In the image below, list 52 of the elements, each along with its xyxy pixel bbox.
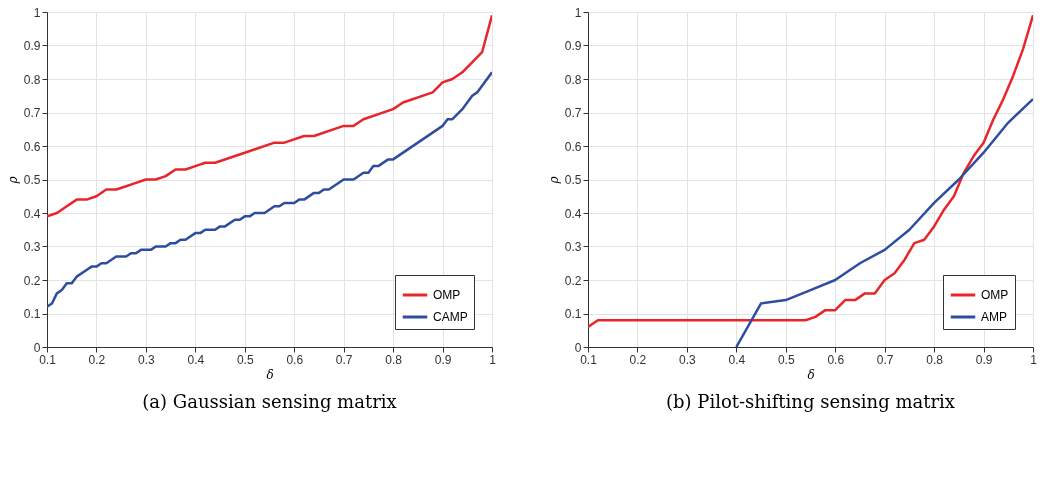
y-tick-label: 1 [33,5,41,20]
x-tick-label: 0.4 [187,352,205,367]
y-tick-label: 0.3 [23,240,41,254]
x-tick-label: 0.9 [975,352,993,367]
y-tick-label: 0.7 [23,106,41,120]
x-tick-label: 0.6 [286,352,304,367]
x-tick-label: 0.3 [679,352,697,367]
y-tick-label: 0.5 [564,173,582,187]
legend-label: OMP [981,288,1009,302]
x-tick-label: 0.8 [385,352,403,367]
text: (a) Gaussian sensing matrix [142,391,397,412]
y-tick-label: 0.2 [23,273,41,288]
x-tick-label: 1 [1030,352,1038,367]
x-tick-label: 0.7 [335,352,353,367]
y-tick-label: 0.1 [564,307,582,321]
y-tick-label: 0 [574,340,582,355]
line-series [47,71,492,309]
x-axis-title: δ [266,367,274,382]
x-tick-label: 0.4 [728,352,746,367]
y-tick-label: 0 [33,340,41,355]
text: (b) Pilot-shifting sensing matrix [665,391,956,412]
x-tick-label: 1 [489,352,497,367]
legend-label: AMP [981,310,1008,324]
y-axis-title: ρ [5,176,20,185]
y-tick-label: 1 [574,5,582,20]
x-tick-label: 0.6 [827,352,845,367]
y-tick-label: 0.8 [564,72,582,87]
y-tick-label: 0.1 [23,307,41,321]
x-tick-label: 0.9 [434,352,452,367]
y-axis-title: ρ [546,176,561,185]
x-tick-label: 0.3 [138,352,156,367]
x-tick-label: 0.2 [88,352,106,367]
legend-label: CAMP [433,310,468,324]
y-tick-label: 0.2 [564,273,582,288]
y-tick-label: 0.6 [564,139,582,154]
y-tick-label: 0.3 [564,240,582,254]
line-series [735,97,1033,347]
x-tick-label: 0.8 [926,352,944,367]
y-tick-label: 0.9 [23,39,41,53]
y-tick-label: 0.7 [564,106,582,120]
y-tick-label: 0.9 [564,39,582,53]
legend-label: OMP [433,288,461,302]
y-tick-label: 0.6 [23,139,41,154]
y-tick-label: 0.8 [23,72,41,87]
x-axis-title: δ [807,367,815,382]
y-tick-label: 0.4 [564,206,582,221]
y-tick-label: 0.5 [23,173,41,187]
y-tick-label: 0.4 [23,206,41,221]
x-tick-label: 0.5 [236,352,254,367]
x-tick-label: 0.5 [777,352,795,367]
x-tick-label: 0.2 [629,352,647,367]
x-tick-label: 0.7 [876,352,894,367]
